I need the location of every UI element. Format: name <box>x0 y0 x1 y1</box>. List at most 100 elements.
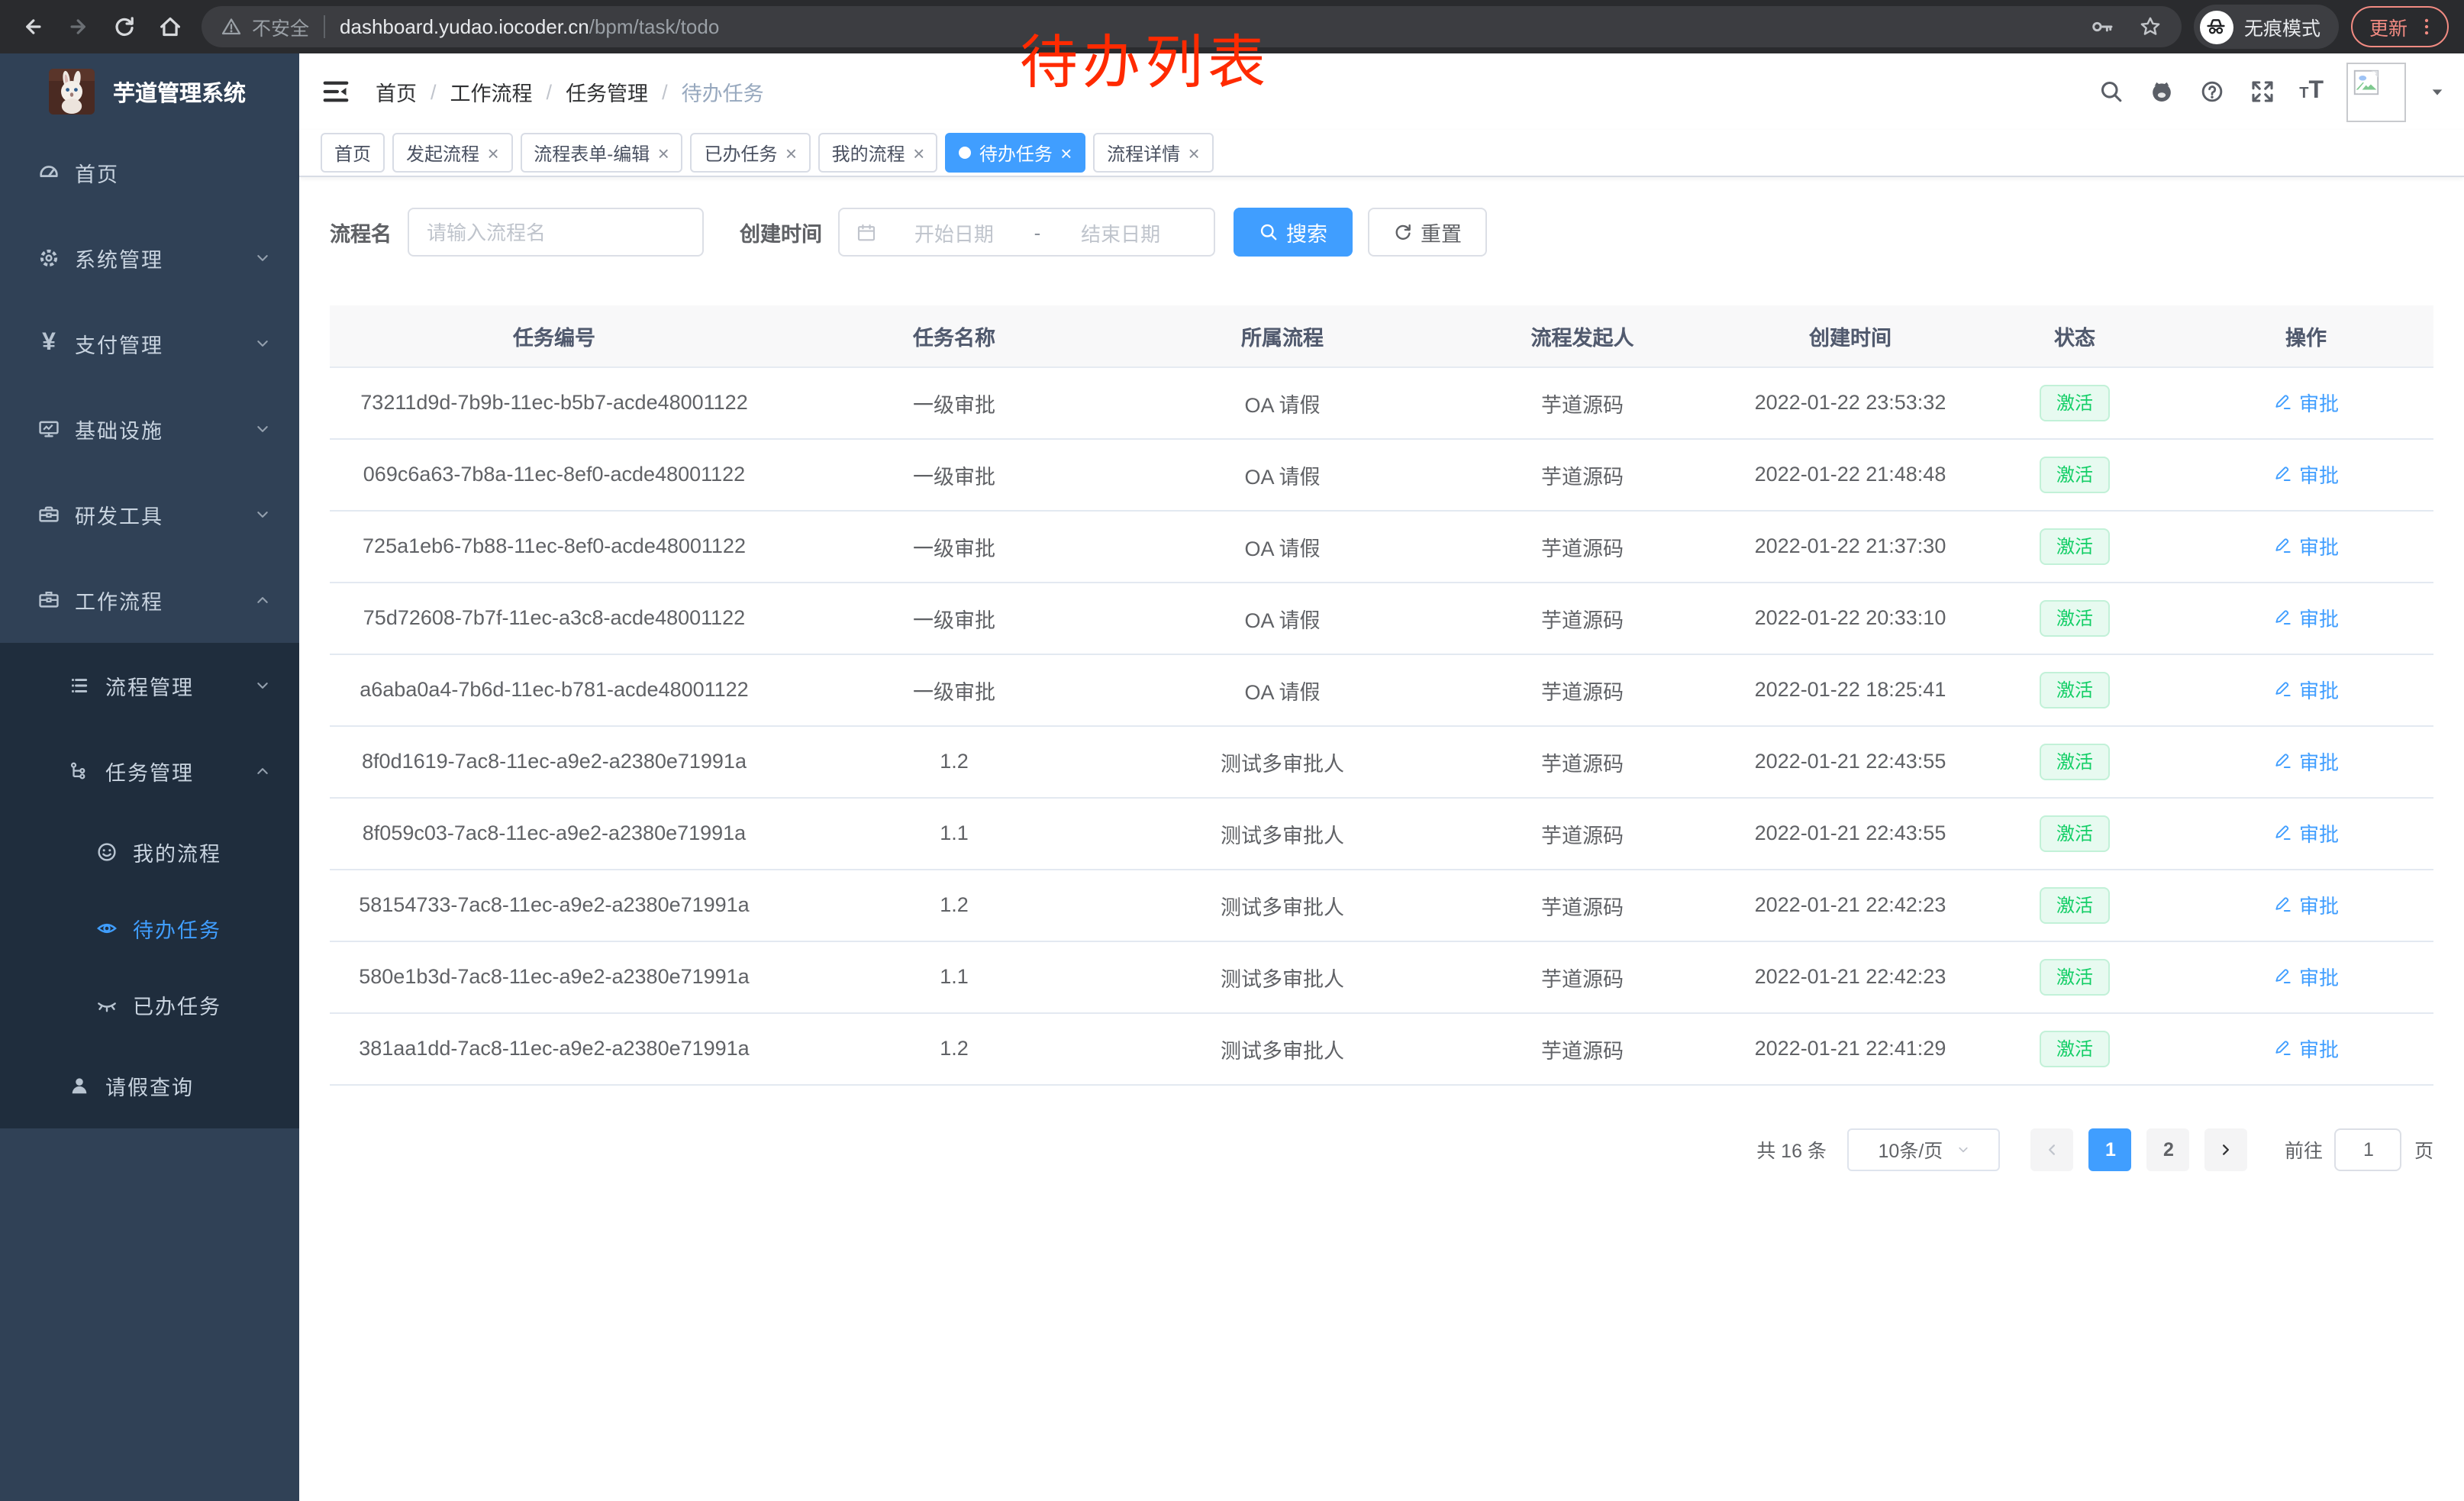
close-icon[interactable]: × <box>785 141 797 164</box>
caret-down-icon[interactable] <box>2429 83 2446 100</box>
star-bookmark-icon[interactable] <box>2137 14 2163 40</box>
approve-button[interactable]: 审批 <box>2273 460 2339 489</box>
range-separator: - <box>1034 221 1041 244</box>
chevron-down-icon <box>253 676 272 695</box>
address-bar[interactable]: 不安全 dashboard.yudao.iocoder.cn /bpm/task… <box>202 6 2182 47</box>
back-icon[interactable] <box>15 10 49 44</box>
cell-process: OA 请假 <box>1130 654 1435 726</box>
table-header-row: 任务编号 任务名称 所属流程 流程发起人 创建时间 状态 操作 <box>330 305 2433 367</box>
sidebar-item-todo-tasks[interactable]: 待办任务 <box>0 890 299 967</box>
sidebar-item-process-mgmt[interactable]: 流程管理 <box>0 643 299 728</box>
close-icon[interactable]: × <box>912 141 924 164</box>
sidebar-item-done-tasks[interactable]: 已办任务 <box>0 967 299 1043</box>
tab[interactable]: 已办任务 × <box>690 133 811 173</box>
github-icon[interactable] <box>2148 78 2175 105</box>
breadcrumb-home[interactable]: 首页 <box>376 82 417 105</box>
edit-icon <box>2273 1038 2293 1058</box>
table-row: 58154733-7ac8-11ec-a9e2-a2380e71991a 1.2… <box>330 869 2433 941</box>
briefcase-icon <box>37 588 61 612</box>
cell-process: 测试多审批人 <box>1130 1012 1435 1085</box>
close-icon[interactable]: × <box>1059 141 1072 164</box>
approve-button[interactable]: 审批 <box>2273 962 2339 991</box>
home-icon[interactable] <box>153 10 186 44</box>
tab[interactable]: 待办任务 × <box>945 133 1086 173</box>
cell-task-id: 75d72608-7b7f-11ec-a3c8-acde48001122 <box>330 582 779 654</box>
chevron-left-icon <box>2043 1140 2062 1158</box>
content: 流程名 创建时间 开始日期 - 结束日期 搜索 <box>299 177 2464 1501</box>
sidebar-item-system[interactable]: 系统管理 <box>0 215 299 301</box>
approve-button[interactable]: 审批 <box>2273 675 2339 704</box>
approve-button[interactable]: 审批 <box>2273 388 2339 417</box>
breadcrumb-workflow[interactable]: 工作流程 <box>450 82 533 105</box>
page-number-button[interactable]: 2 <box>2146 1128 2190 1170</box>
search-icon[interactable] <box>2098 78 2125 105</box>
end-date-placeholder[interactable]: 结束日期 <box>1081 222 1161 245</box>
chevron-up-icon <box>253 762 272 780</box>
reload-icon[interactable] <box>107 10 140 44</box>
process-name-input[interactable] <box>407 208 703 257</box>
approve-button[interactable]: 审批 <box>2273 603 2339 632</box>
chevron-down-icon <box>253 420 272 438</box>
sidebar-item-infra[interactable]: 基础设施 <box>0 386 299 472</box>
sidebar-item-home[interactable]: 首页 <box>0 130 299 215</box>
approve-button[interactable]: 审批 <box>2273 1034 2339 1063</box>
font-size-icon[interactable]: TT <box>2299 78 2324 104</box>
forward-icon[interactable] <box>61 10 95 44</box>
date-range-picker[interactable]: 开始日期 - 结束日期 <box>837 208 1214 257</box>
cell-created: 2022-01-21 22:42:23 <box>1730 941 1971 1013</box>
table-row: a6aba0a4-7b6d-11ec-b781-acde48001122 一级审… <box>330 654 2433 726</box>
cell-process: OA 请假 <box>1130 366 1435 439</box>
col-actions: 操作 <box>2179 305 2433 367</box>
goto-page-input[interactable] <box>2334 1128 2402 1170</box>
browser-toolbar: 不安全 dashboard.yudao.iocoder.cn /bpm/task… <box>0 0 2464 53</box>
reset-button[interactable]: 重置 <box>1367 208 1486 257</box>
col-starter: 流程发起人 <box>1435 305 1730 367</box>
fullscreen-icon[interactable] <box>2249 78 2276 105</box>
approve-button[interactable]: 审批 <box>2273 747 2339 776</box>
close-icon[interactable]: × <box>657 141 669 164</box>
approve-button[interactable]: 审批 <box>2273 818 2339 847</box>
cell-task-name: 1.1 <box>779 797 1130 870</box>
sidebar-item-workflow[interactable]: 工作流程 <box>0 557 299 643</box>
cell-created: 2022-01-21 22:43:55 <box>1730 725 1971 798</box>
cell-process: 测试多审批人 <box>1130 869 1435 941</box>
warning-icon <box>220 15 243 38</box>
key-icon[interactable] <box>2090 14 2116 40</box>
cell-starter: 芋道源码 <box>1435 510 1730 583</box>
sidebar-item-payment[interactable]: ¥ 支付管理 <box>0 301 299 386</box>
sidebar-item-leave-query[interactable]: 请假查询 <box>0 1043 299 1128</box>
sidebar-item-my-process[interactable]: 我的流程 <box>0 814 299 890</box>
approve-button[interactable]: 审批 <box>2273 890 2339 919</box>
start-date-placeholder[interactable]: 开始日期 <box>914 222 994 245</box>
tab-label: 流程详情 <box>1107 143 1181 164</box>
app-logo[interactable]: 芋道管理系统 <box>0 53 299 130</box>
tab[interactable]: 发起流程 × <box>392 133 513 173</box>
tab[interactable]: 我的流程 × <box>818 133 938 173</box>
prev-page-button[interactable] <box>2030 1128 2074 1170</box>
sidebar-item-task-mgmt[interactable]: 任务管理 <box>0 728 299 814</box>
sidebar-item-devtools[interactable]: 研发工具 <box>0 472 299 557</box>
help-icon[interactable] <box>2198 78 2226 105</box>
page-size-select[interactable]: 10条/页 <box>1847 1128 2001 1170</box>
search-button[interactable]: 搜索 <box>1233 208 1352 257</box>
tab[interactable]: 流程详情 × <box>1093 133 1214 173</box>
tab-label: 我的流程 <box>831 143 905 164</box>
collapse-sidebar-icon[interactable] <box>321 76 351 107</box>
tab[interactable]: 首页 <box>321 133 385 173</box>
chevron-down-icon <box>253 334 272 353</box>
chevron-up-icon <box>253 591 272 609</box>
avatar[interactable] <box>2346 62 2406 121</box>
browser-update-button[interactable]: 更新 <box>2350 6 2449 47</box>
cell-process: 测试多审批人 <box>1130 725 1435 798</box>
cell-created: 2022-01-22 23:53:32 <box>1730 366 1971 439</box>
tab[interactable]: 流程表单-编辑 × <box>520 133 683 173</box>
list-icon <box>67 673 92 698</box>
cell-task-name: 1.1 <box>779 941 1130 1013</box>
kebab-menu-icon[interactable] <box>2415 15 2438 38</box>
breadcrumb-task-mgmt[interactable]: 任务管理 <box>566 82 649 105</box>
close-icon[interactable]: × <box>487 141 499 164</box>
approve-button[interactable]: 审批 <box>2273 531 2339 560</box>
next-page-button[interactable] <box>2204 1128 2248 1170</box>
page-number-button[interactable]: 1 <box>2088 1128 2132 1170</box>
close-icon[interactable]: × <box>1188 141 1200 164</box>
